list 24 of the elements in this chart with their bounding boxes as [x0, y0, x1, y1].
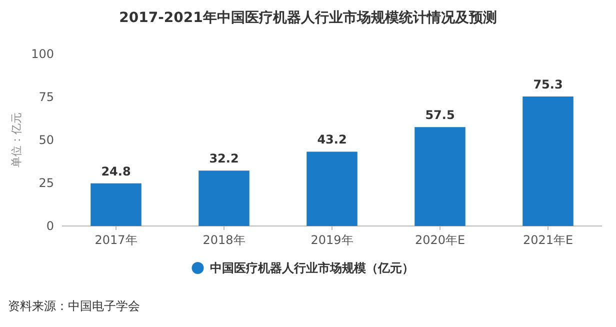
y-tick-label: 100	[31, 47, 54, 61]
chart-title: 2017-2021年中国医疗机器人行业市场规模统计情况及预测	[119, 9, 497, 26]
bar	[90, 183, 142, 226]
bar	[522, 96, 574, 226]
data-label: 75.3	[533, 77, 563, 92]
y-tick-label: 25	[38, 176, 54, 190]
x-tick-label: 2018年	[202, 233, 246, 247]
data-label: 24.8	[101, 164, 131, 178]
x-tick-label: 2021年E	[522, 233, 574, 247]
x-tick-label: 2019年	[310, 233, 354, 247]
y-tick-label: 50	[38, 133, 54, 147]
data-label: 43.2	[317, 132, 347, 147]
x-tick-label: 2020年E	[414, 233, 466, 247]
y-tick-label: 0	[46, 219, 54, 233]
x-tick-label: 2017年	[94, 233, 138, 247]
data-label: 32.2	[209, 152, 239, 166]
bar	[198, 170, 250, 226]
data-label: 57.5	[425, 108, 455, 122]
y-tick-label: 75	[38, 90, 54, 104]
text: 资料来源：中国电子学会	[8, 299, 140, 313]
legend-label: 中国医疗机器人行业市场规模（亿元）	[210, 261, 414, 275]
bar	[414, 127, 466, 226]
y-axis-title: 单位：亿元	[10, 112, 23, 168]
bar	[306, 152, 358, 226]
